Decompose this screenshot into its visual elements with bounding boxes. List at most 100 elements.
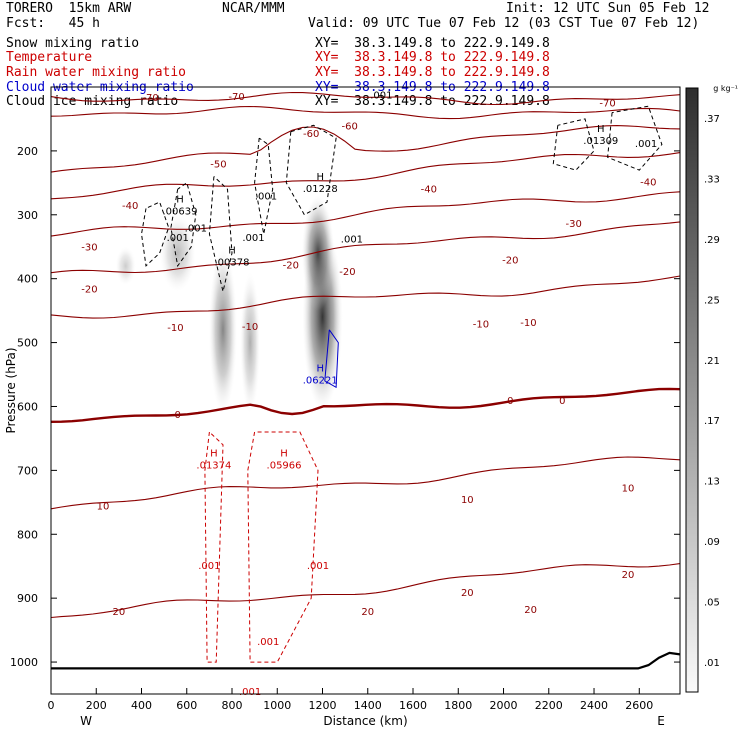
x-tick-label-0: 0 xyxy=(48,699,55,712)
maximum-value-6: .05966 xyxy=(267,461,302,472)
mixing-contour-4 xyxy=(285,124,337,216)
colorbar: .01 .05 .09 .13 .17 .21 .25 .29 .33 .37 g kg⁻¹ xyxy=(685,84,738,693)
isotherm-label-26: 20 xyxy=(361,607,374,618)
contour-label-1: .001 xyxy=(167,233,189,244)
init-time: Init: 12 UTC Sun 05 Feb 12 xyxy=(506,1,710,16)
snow-plume-3 xyxy=(240,272,261,413)
x-tick-label-2: 400 xyxy=(131,699,152,712)
isotherm-label-12: -20 xyxy=(283,261,299,272)
valid-time: Valid: 09 UTC Tue 07 Feb 12 (03 CST Tue … xyxy=(308,16,700,31)
x-tick-label-12: 2400 xyxy=(580,699,608,712)
snow-plume-4 xyxy=(159,214,196,292)
isotherm-label-17: -10 xyxy=(473,319,489,330)
isotherm-label-13: -20 xyxy=(339,267,355,278)
contour-label-6: .001 xyxy=(370,91,392,102)
x-tick-label-1: 200 xyxy=(86,699,107,712)
isotherm-0 xyxy=(50,91,681,106)
legend-cloudice-name: Cloud ice mixing ratio xyxy=(6,94,179,109)
isotherm-label-28: 20 xyxy=(524,605,537,616)
colorbar-tick-3: .13 xyxy=(704,477,720,488)
isotherm-label-21: 0 xyxy=(559,396,565,407)
x-tick-label-7: 1400 xyxy=(354,699,382,712)
isotherm-9 xyxy=(50,563,681,619)
isotherm-label-5: -50 xyxy=(210,160,226,171)
colorbar-tick-8: .33 xyxy=(704,175,720,186)
isotherm-label-29: 20 xyxy=(622,570,635,581)
mixing-contour-9 xyxy=(247,431,319,663)
isotherm-label-27: 20 xyxy=(461,588,474,599)
mixing-contour-5 xyxy=(552,118,595,171)
legend-snow-xy: XY= 38.3.149.8 to 222.9.149.8 xyxy=(315,36,550,51)
x-tick-label-4: 800 xyxy=(222,699,243,712)
contour-label-9: .001 xyxy=(257,637,279,648)
isotherm-label-1: -70 xyxy=(599,98,615,109)
maximum-marker-0: H xyxy=(176,194,184,205)
isotherm-label-20: 0 xyxy=(507,396,513,407)
x-axis-label: Distance (km) xyxy=(323,714,407,728)
maximum-value-1: .00378 xyxy=(215,258,250,269)
maximum-value-2: .01228 xyxy=(303,184,338,195)
maximum-value-3: .01309 xyxy=(583,136,618,147)
isotherm-label-8: -40 xyxy=(640,178,656,189)
mixing-contour-7 xyxy=(324,329,339,389)
maximum-marker-6: H xyxy=(280,449,288,460)
isotherm-1 xyxy=(50,105,681,120)
x-tick-label-9: 1800 xyxy=(444,699,472,712)
y-tick-label-0: 200 xyxy=(17,145,38,158)
mixing-ratio-contours xyxy=(140,105,663,663)
y-tick-label-8: 1000 xyxy=(10,656,38,669)
maximum-marker-2: H xyxy=(316,172,324,183)
legend-cloudice-xy: XY= 38.3.149.8 to 222.9.149.8 xyxy=(315,94,550,109)
isotherm-label-19: 0 xyxy=(175,410,181,421)
isotherm-label-18: -10 xyxy=(520,318,536,329)
colorbar-tick-4: .17 xyxy=(704,416,720,427)
isotherm-label-4: -60 xyxy=(341,121,357,132)
x-tick-label-11: 2200 xyxy=(535,699,563,712)
contour-label-2: .001 xyxy=(242,233,264,244)
legend-rain-name: Rain water mixing ratio xyxy=(6,65,187,80)
contour-label-10: .001 xyxy=(239,687,261,698)
terrain-line xyxy=(51,651,681,670)
isotherm-label-7: -40 xyxy=(421,185,437,196)
x-tick-label-6: 1200 xyxy=(309,699,337,712)
isotherm-8 xyxy=(50,456,681,510)
colorbar-tick-7: .29 xyxy=(704,235,720,246)
isotherm-label-23: 10 xyxy=(461,495,474,506)
maximum-value-5: .01374 xyxy=(196,461,231,472)
contour-label-0: .001 xyxy=(185,224,207,235)
contour-label-7: .001 xyxy=(198,561,220,572)
isotherm-label-6: -40 xyxy=(122,201,138,212)
colorbar-tick-6: .25 xyxy=(704,295,720,306)
isotherm-label-15: -10 xyxy=(167,323,183,334)
isotherm-label-0: -70 xyxy=(142,93,158,104)
maximum-marker-4: H xyxy=(316,364,324,375)
legend-rain-xy: XY= 38.3.149.8 to 222.9.149.8 xyxy=(315,65,550,80)
contour-label-3: .001 xyxy=(255,192,277,203)
y-tick-label-5: 700 xyxy=(17,464,38,477)
snow-plume-1 xyxy=(301,195,334,311)
maximum-marker-1: H xyxy=(228,246,236,257)
colorbar-tick-5: .21 xyxy=(704,356,720,367)
isotherm-label-25: 20 xyxy=(113,607,126,618)
contour-labels: H.00639H.00378H.01228H.01309H.06221H.013… xyxy=(162,91,657,698)
legend-temp-xy: XY= 38.3.149.8 to 222.9.149.8 xyxy=(315,50,550,65)
y-tick-label-2: 400 xyxy=(17,273,38,286)
mixing-contour-3 xyxy=(254,137,274,235)
center-name: NCAR/MMM xyxy=(222,1,285,16)
east-label: E xyxy=(657,714,665,728)
colorbar-tick-9: .37 xyxy=(704,114,720,125)
isotherm-5 xyxy=(50,221,681,274)
isotherm-label-16: -10 xyxy=(242,322,258,333)
contour-label-8: .001 xyxy=(307,561,329,572)
forecast-hour: Fcst: 45 h xyxy=(6,16,100,31)
colorbar-tick-0: .01 xyxy=(704,658,720,669)
maximum-marker-3: H xyxy=(597,124,605,135)
mixing-contour-1 xyxy=(170,181,197,268)
mixing-contour-8 xyxy=(204,431,224,663)
temperature-isotherms: -70 -70 -70 -60 -60 -50 -40 -40 -40 -30 -30 -20 -20 -… xyxy=(50,91,681,619)
maximum-marker-5: H xyxy=(210,449,218,460)
contour-label-4: .001 xyxy=(341,234,363,245)
isotherm-label-10: -30 xyxy=(565,219,581,230)
isotherm-label-9: -30 xyxy=(81,243,97,254)
